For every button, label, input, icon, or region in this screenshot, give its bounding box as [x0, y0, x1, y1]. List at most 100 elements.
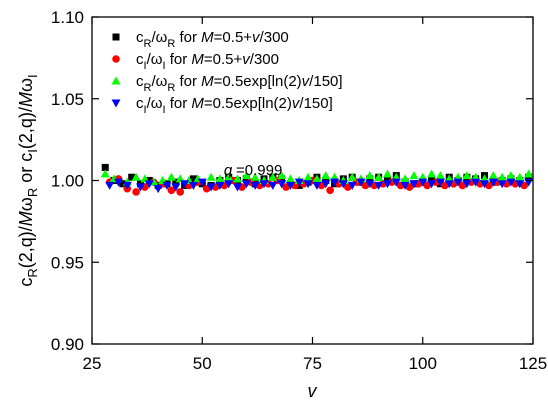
data-point-triangle-up	[241, 171, 251, 180]
data-point-triangle-down	[113, 178, 123, 187]
data-point-triangle-down	[122, 181, 132, 190]
legend-marker-triangle-up	[111, 76, 121, 85]
data-point-triangle-up	[131, 172, 141, 181]
data-point-triangle-down	[144, 180, 154, 189]
data-point-triangle-up	[233, 174, 243, 183]
data-point-triangle-down	[400, 181, 410, 190]
data-point-triangle-up	[166, 172, 176, 181]
data-point-triangle-down	[277, 180, 287, 189]
data-point-triangle-up	[206, 172, 216, 181]
data-point-triangle-up	[224, 172, 234, 181]
data-point-triangle-up	[506, 171, 516, 180]
data-point-triangle-down	[206, 183, 216, 192]
x-axis-label: v	[308, 381, 318, 401]
data-point-circle	[132, 188, 140, 196]
data-point-triangle-down	[409, 180, 419, 189]
legend-label: cI/ωI for M=0.5exp[ln(2)v/150]	[136, 95, 333, 116]
legend-label: cR/ωR for M=0.5+v/300	[136, 29, 289, 50]
data-point-triangle-up	[277, 171, 287, 180]
data-point-triangle-down	[233, 183, 243, 192]
data-point-triangle-up	[312, 174, 322, 183]
data-point-triangle-down	[303, 180, 313, 189]
legend-marker-triangle-down	[111, 99, 121, 108]
legend-marker-square	[112, 33, 120, 41]
data-point-triangle-down	[382, 180, 392, 189]
data-point-triangle-down	[444, 180, 454, 189]
data-point-square	[189, 175, 197, 183]
data-point-triangle-down	[374, 181, 384, 190]
data-point-triangle-down	[162, 181, 172, 190]
data-point-triangle-up	[285, 174, 295, 183]
y-axis-label-group: cR(2,q)/MωR or cI(2,q)/MωI	[16, 74, 40, 286]
data-point-triangle-down	[365, 180, 375, 189]
data-point-triangle-down	[418, 178, 428, 187]
data-point-triangle-down	[435, 178, 445, 187]
data-point-triangle-down	[321, 180, 331, 189]
y-tick-label: 0.95	[51, 253, 84, 272]
data-point-triangle-up	[303, 172, 313, 181]
legend-entry: cR/ωR for M=0.5exp[ln(2)v/150]	[111, 73, 343, 94]
data-point-triangle-up	[374, 172, 384, 181]
data-point-circle	[326, 186, 334, 195]
data-point-triangle-down	[462, 180, 472, 189]
data-point-triangle-down	[312, 181, 322, 190]
data-point-triangle-down	[338, 180, 348, 189]
data-point-triangle-up	[435, 171, 445, 180]
x-tick-label: 25	[83, 354, 102, 373]
q-annotation-value: =0.999	[236, 162, 282, 179]
data-point-triangle-down	[180, 180, 190, 189]
data-point-square	[128, 173, 136, 181]
data-point-triangle-down	[488, 178, 498, 187]
data-point-triangle-down	[391, 178, 401, 187]
y-tick-label: 1.10	[51, 8, 84, 27]
data-point-triangle-up	[268, 172, 278, 181]
data-point-triangle-up	[100, 169, 110, 178]
y-tick-label: 1.05	[51, 90, 84, 109]
data-point-triangle-down	[330, 178, 340, 187]
data-point-triangle-down	[356, 178, 366, 187]
data-point-triangle-up	[347, 172, 357, 181]
plot-content	[100, 163, 534, 196]
data-point-triangle-up	[215, 174, 225, 183]
data-point-triangle-down	[188, 181, 198, 190]
legend-marker-circle	[112, 55, 120, 63]
y-axis-label: cR(2,q)/MωR or cI(2,q)/MωI	[16, 74, 40, 286]
data-point-square	[428, 175, 436, 183]
y-tick-label: 1.00	[51, 172, 84, 191]
x-tick-label: 75	[303, 354, 322, 373]
data-point-square	[119, 180, 127, 188]
data-point-triangle-up	[488, 171, 498, 180]
data-point-triangle-down	[241, 180, 251, 189]
data-point-square	[101, 163, 109, 171]
data-point-triangle-down	[347, 181, 357, 190]
x-tick-label: 50	[193, 354, 212, 373]
data-point-triangle-up	[365, 171, 375, 180]
data-point-triangle-down	[427, 180, 437, 189]
data-point-triangle-down	[105, 181, 115, 190]
data-point-square	[172, 178, 180, 186]
data-point-triangle-down	[250, 181, 260, 190]
data-point-triangle-down	[224, 180, 234, 189]
x-tick-label: 100	[409, 354, 437, 373]
data-point-triangle-down	[515, 180, 525, 189]
data-point-triangle-down	[153, 185, 163, 194]
data-point-triangle-up	[497, 172, 507, 181]
data-point-triangle-down	[215, 181, 225, 190]
data-point-triangle-down	[294, 178, 304, 187]
data-point-triangle-up	[515, 172, 525, 181]
data-point-triangle-down	[471, 178, 481, 187]
data-point-triangle-up	[321, 171, 331, 180]
data-point-triangle-up	[400, 174, 410, 183]
data-point-triangle-down	[171, 183, 181, 192]
data-point-triangle-down	[197, 178, 207, 187]
legend-entry: cR/ωR for M=0.5+v/300	[112, 29, 289, 50]
data-point-triangle-up	[382, 169, 392, 178]
data-point-triangle-down	[497, 180, 507, 189]
data-point-triangle-down	[268, 181, 278, 190]
data-point-triangle-up	[427, 169, 437, 178]
data-point-triangle-down	[506, 178, 516, 187]
y-tick-label: 0.90	[51, 335, 84, 354]
legend-label: cR/ωR for M=0.5exp[ln(2)v/150]	[136, 73, 343, 94]
data-point-triangle-down	[285, 181, 295, 190]
